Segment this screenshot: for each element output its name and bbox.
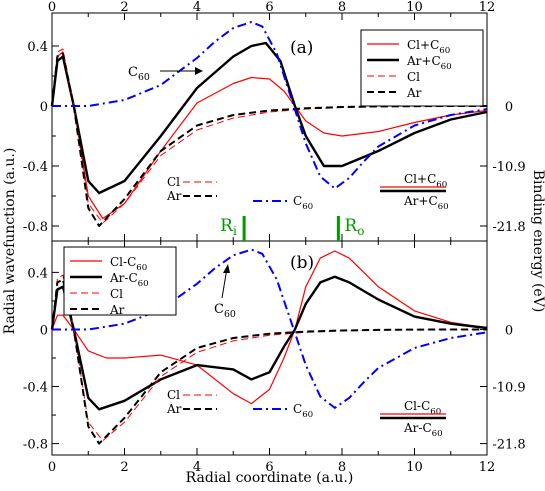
top-x-tick-label: 6 <box>265 0 273 15</box>
x-axis-title: Radial coordinate (a.u.) <box>186 470 354 486</box>
c60-arrowhead <box>195 67 203 75</box>
bottom-legend-label: Ar <box>166 402 182 416</box>
x-tick-label: 12 <box>479 460 496 475</box>
legend-label: Cl <box>110 287 123 301</box>
right-tick-label: -10.9 <box>492 381 525 396</box>
y-tick-label: 0.4 <box>27 266 48 281</box>
bottom-legend-label: Ar+C60 <box>403 194 449 212</box>
legend-label: Ar+C60 <box>406 54 452 72</box>
legend-label: Ar <box>406 86 422 100</box>
x-tick-label: 10 <box>406 460 423 475</box>
bottom-legend-label: Ar <box>166 189 182 203</box>
x-tick-label: 0 <box>48 460 56 475</box>
right-tick-label: -21.8 <box>492 220 525 235</box>
bottom-legend-label: Ar-C60 <box>403 421 443 439</box>
x-tick-label: 2 <box>120 460 128 475</box>
legend-box <box>360 29 484 107</box>
top-x-tick-label: 0 <box>48 0 56 15</box>
top-x-tick-label: 8 <box>338 0 346 15</box>
shell-marker-label-ro: Ro <box>344 216 364 238</box>
series-line-ar <box>51 52 487 227</box>
y-tick-label: 0 <box>40 100 48 115</box>
c60-arrow-label: C60 <box>128 65 150 83</box>
top-x-tick-label: 4 <box>193 0 201 15</box>
y-tick-label: -0.8 <box>23 438 48 453</box>
legend-label: Ar <box>109 303 125 317</box>
panel-label: (b) <box>290 253 314 273</box>
c60-arrowhead <box>223 264 230 273</box>
x-tick-label: 4 <box>193 460 201 475</box>
legend-label: Cl <box>407 70 420 84</box>
right-tick-label: 0 <box>505 323 513 338</box>
c60-arrow-label: C60 <box>214 302 236 320</box>
y-tick-label: -0.8 <box>23 220 48 235</box>
series-line-ar-c60 <box>50 275 488 411</box>
bottom-legend-label: Cl <box>167 175 180 189</box>
y-axis-title-right: Binding energy (eV) <box>530 170 545 313</box>
panel-label: (a) <box>290 38 313 58</box>
x-tick-label: 8 <box>338 460 346 475</box>
panel-a: 0 2 4 6 8 10 12 0.4 0 -0.4 -0.8 0 -10.9 -21.8 (a) Cl+C6… <box>23 0 526 242</box>
series-line-ar-c60 <box>50 41 488 195</box>
y-tick-label: 0 <box>40 323 48 338</box>
bottom-legend-label: C60 <box>293 402 313 420</box>
top-x-tick-label: 10 <box>406 0 423 15</box>
x-tick-label: 6 <box>265 460 273 475</box>
bottom-legend-label: Cl <box>167 388 180 402</box>
series-line-c60 <box>52 21 488 190</box>
series-line-cl-c60 <box>51 250 488 405</box>
y-tick-label: -0.4 <box>23 381 48 396</box>
bottom-legend-label: Cl+C60 <box>404 172 447 190</box>
top-x-tick-label: 2 <box>120 0 128 15</box>
bottom-legend-label: C60 <box>293 194 313 212</box>
legend-label: Ar-C60 <box>109 271 149 289</box>
shared-annotations: Radial coordinate (a.u.) Radial wavefunct… <box>2 148 545 486</box>
y-tick-label: -0.4 <box>23 160 48 175</box>
series-line-ar <box>51 278 487 445</box>
y-axis-title-left: Radial wavefunction (a.u.) <box>2 148 18 335</box>
bottom-legend-label: Cl-C60 <box>404 399 441 417</box>
right-tick-label: -21.8 <box>492 438 525 453</box>
panel-b: 0 2 4 6 8 10 120.40-0.4-0.80-10.9-21.8(b)Cl-C6… <box>23 240 526 475</box>
top-x-tick-label: 12 <box>479 0 496 15</box>
y-tick-label: 0.4 <box>27 40 48 55</box>
right-tick-label: 0 <box>505 100 513 115</box>
legend-label: Cl+C60 <box>407 38 450 56</box>
right-tick-label: -10.9 <box>492 160 525 175</box>
legend-box <box>63 246 177 316</box>
legend-label: Cl-C60 <box>110 255 147 273</box>
shell-marker-label-ri: Ri <box>220 216 237 238</box>
